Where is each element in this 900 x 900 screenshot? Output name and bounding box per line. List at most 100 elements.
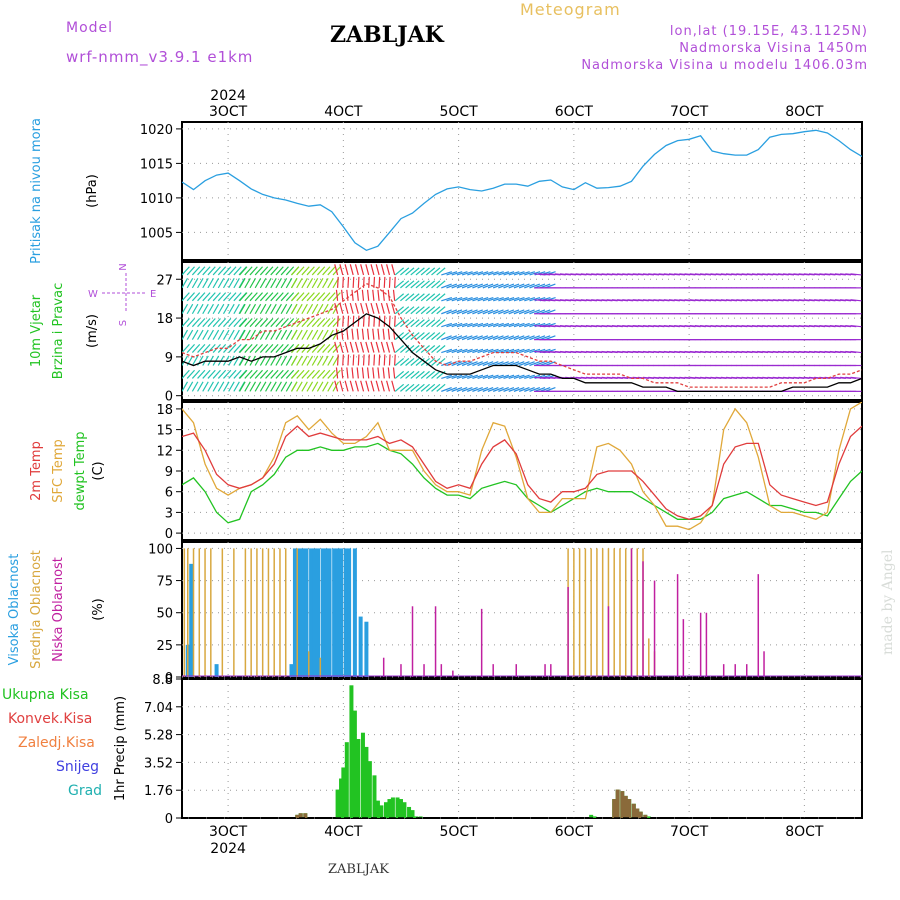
wind-arrow — [191, 369, 201, 379]
wind-arrow — [222, 329, 230, 340]
wind-arrow — [456, 271, 468, 276]
wind-arrow — [493, 348, 504, 354]
wind-arrow — [382, 289, 385, 301]
wind-arrow — [482, 361, 494, 367]
wind-arrow — [513, 297, 525, 302]
y-tick-label: 3 — [165, 506, 173, 521]
wind-arrow — [285, 355, 293, 366]
wind-arrow — [467, 283, 478, 289]
wind-arrow — [316, 329, 324, 340]
wind-arrow — [850, 299, 862, 302]
wind-arrow — [415, 267, 425, 276]
wind-arrow — [311, 355, 319, 366]
wind-arrow — [375, 302, 380, 314]
precip-bar — [360, 732, 365, 818]
wind-arrow — [354, 302, 359, 314]
wind-arrow — [472, 271, 484, 276]
station-elevation: Nadmorska Visina 1450m — [679, 41, 868, 56]
wind-arrow — [254, 303, 262, 315]
wind-arrow — [349, 380, 354, 392]
wind-arrow — [388, 354, 391, 366]
wind-arrow — [451, 297, 463, 302]
wind-arrow — [378, 315, 381, 327]
precip-bar — [339, 778, 344, 818]
y-axis-title: Pritisak na nivou mora — [29, 118, 44, 264]
precip-bar — [372, 775, 377, 818]
wind-arrow — [539, 309, 551, 315]
wind-arrow — [415, 280, 425, 289]
wind-arrow — [441, 271, 453, 276]
wind-arrow — [222, 278, 230, 289]
wind-arrow — [275, 329, 282, 340]
wind-arrow — [472, 309, 483, 315]
wind-arrow — [410, 370, 420, 379]
x-tick-label-top: 5OCT — [439, 104, 478, 120]
y-tick-label: 6 — [165, 486, 173, 501]
wind-arrow — [270, 369, 279, 379]
wind-arrow — [539, 361, 551, 367]
wind-arrow — [508, 374, 520, 380]
wind-arrow — [461, 283, 473, 289]
wind-arrow — [254, 266, 263, 276]
cloud-bar — [312, 548, 317, 677]
wind-arrow — [372, 328, 375, 340]
wind-arrow — [186, 318, 195, 328]
wind-arrow — [306, 278, 314, 289]
wind-arrow — [346, 289, 349, 301]
wind-arrow — [265, 303, 272, 315]
wind-arrow — [456, 335, 468, 341]
wind-arrow — [346, 328, 349, 340]
wind-arrow — [498, 271, 510, 276]
wind-arrow — [191, 278, 199, 289]
wind-arrow — [265, 355, 272, 366]
wind-arrow — [394, 276, 396, 288]
wind-arrow — [380, 341, 385, 353]
series-dewpt-temp — [182, 442, 862, 524]
wind-arrow — [182, 278, 189, 289]
wind-arrow — [482, 309, 494, 315]
cloud-bar — [343, 548, 348, 677]
compass-n: N — [118, 263, 129, 270]
wind-arrow — [191, 318, 201, 328]
wind-arrow — [322, 318, 331, 328]
wind-arrow — [339, 302, 344, 314]
wind-arrow — [327, 292, 336, 302]
wind-arrow — [431, 345, 441, 354]
wind-arrow — [341, 328, 344, 340]
wind-arrow — [482, 271, 494, 276]
wind-arrow — [228, 266, 237, 276]
wind-arrow — [217, 266, 227, 276]
wind-arrow — [212, 266, 221, 276]
wind-arrow — [217, 329, 225, 340]
wind-arrow — [373, 315, 376, 327]
wind-arrow — [207, 329, 214, 340]
wind-arrow — [420, 332, 430, 341]
wind-arrow — [244, 329, 251, 340]
wind-arrow — [487, 309, 499, 315]
precip-bar — [379, 805, 384, 818]
wind-arrow — [446, 335, 458, 341]
wind-arrow — [420, 383, 430, 392]
wind-arrow — [518, 309, 530, 315]
wind-arrow — [391, 341, 396, 353]
wind-arrow — [410, 383, 420, 392]
wind-arrow — [513, 374, 525, 380]
x-tick-label-bottom: 5OCT — [439, 824, 478, 840]
wind-arrow — [223, 318, 232, 328]
wind-arrow — [518, 335, 530, 341]
wind-arrow — [456, 283, 468, 289]
wind-arrow — [431, 332, 441, 341]
wind-arrow — [197, 381, 204, 392]
wind-arrow — [244, 278, 251, 289]
wind-arrow — [336, 315, 339, 327]
wind-arrow — [217, 303, 225, 315]
wind-arrow — [482, 348, 494, 354]
wind-arrow — [322, 278, 329, 289]
wind-arrow — [191, 355, 199, 366]
wind-arrow — [544, 309, 556, 315]
wind-arrow — [467, 309, 478, 315]
wind-arrow — [461, 348, 473, 354]
y-tick-label: 0 — [165, 671, 173, 686]
wind-arrow — [410, 319, 420, 328]
wind-arrow — [351, 367, 354, 379]
